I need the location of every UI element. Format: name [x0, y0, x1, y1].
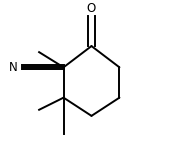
- Text: N: N: [9, 61, 17, 74]
- Text: O: O: [87, 2, 96, 15]
